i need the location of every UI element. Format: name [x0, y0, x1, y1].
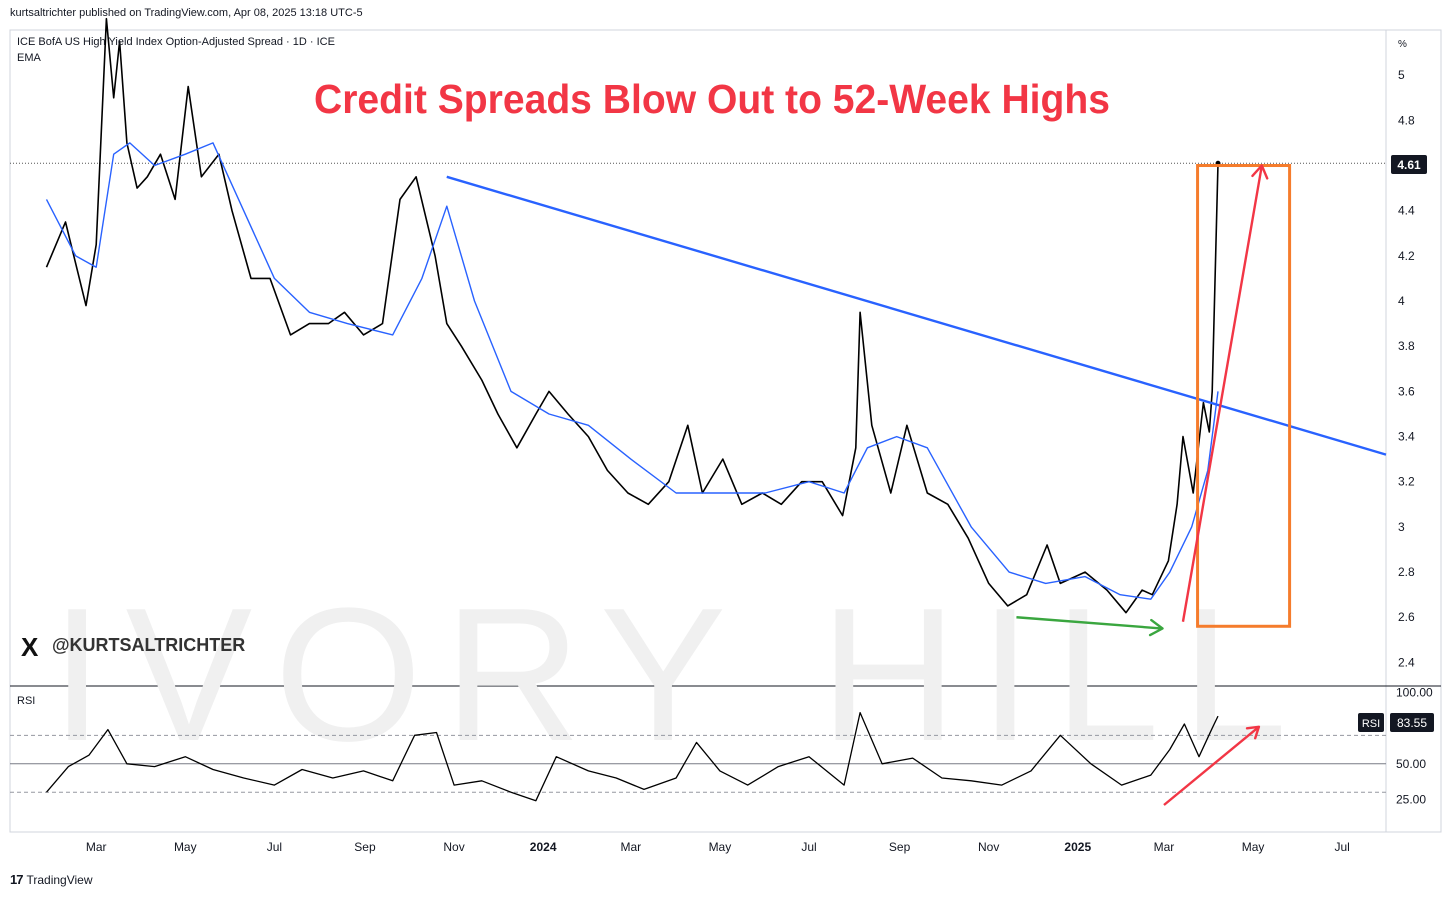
time-tick-label: Sep [889, 840, 911, 854]
resistance-trendline [446, 175, 1387, 456]
rsi-red-arrow-line [1163, 725, 1260, 806]
tradingview-footer[interactable]: 17 TradingView [10, 872, 93, 887]
symbol-legend[interactable]: ICE BofA US High Yield Index Option-Adju… [17, 36, 335, 48]
rsi-badge-label: RSI [1362, 718, 1380, 730]
rsi-pane-series [46, 711, 1219, 802]
price-tick-label: 4 [1398, 294, 1405, 308]
time-tick-label: Mar [620, 840, 641, 854]
time-tick-label: Sep [354, 840, 376, 854]
x-logo-icon: X [21, 632, 39, 662]
rsi-value-text: 83.55 [1397, 716, 1427, 730]
rsi-pane-grid [10, 734, 1386, 793]
rsi-series-line [46, 711, 1219, 802]
time-tick-label: May [174, 840, 197, 854]
price-tick-label: 3.2 [1398, 475, 1415, 489]
time-tick-label: Jul [1335, 840, 1350, 854]
price-unit-label: % [1398, 39, 1407, 50]
arrow-head [1245, 725, 1261, 740]
time-axis[interactable]: Mar May Jul Sep Nov 2024 Mar May Jul Sep Nov 2025 Ma… [86, 840, 1350, 854]
rsi-pane-annotations [1163, 725, 1261, 806]
last-value-badge: 4.61 [1391, 155, 1427, 174]
tradingview-logo-icon: 17 [10, 872, 24, 887]
price-tick-label: 3.4 [1398, 430, 1415, 444]
price-tick-label: 4.8 [1398, 113, 1415, 127]
chart-frame [9, 29, 1442, 833]
time-tick-label: 2024 [530, 840, 557, 854]
price-tick-label: 3.6 [1398, 384, 1415, 398]
ema-legend[interactable]: EMA [17, 52, 42, 64]
price-tick-label: 4.4 [1398, 204, 1415, 218]
rsi-tick-label: 50.00 [1396, 757, 1426, 771]
price-tick-label: 5 [1398, 68, 1405, 82]
rsi-pane-label: RSI [17, 695, 35, 707]
price-tick-label: 3.8 [1398, 339, 1415, 353]
price-tick-label: 2.8 [1398, 565, 1415, 579]
time-tick-label: Nov [978, 840, 999, 854]
main-pane-annotations [446, 164, 1387, 637]
rsi-tick-label: 100.00 [1396, 686, 1433, 700]
time-tick-label: Mar [1154, 840, 1175, 854]
highlight-box [1196, 164, 1292, 628]
time-tick-label: Jul [801, 840, 816, 854]
handle-badge: X @KURTSALTRICHTER [21, 632, 245, 662]
publish-info: kurtsaltrichter published on TradingView… [10, 7, 363, 19]
price-series-line [45, 17, 1219, 614]
time-tick-label: May [709, 840, 732, 854]
price-tick-label: 2.6 [1398, 610, 1415, 624]
time-tick-label: Nov [443, 840, 464, 854]
price-axis[interactable]: 2.42.62.833.23.43.63.844.24.44.64.85 [1398, 68, 1415, 669]
rsi-tick-label: 25.00 [1396, 792, 1426, 806]
time-tick-label: May [1242, 840, 1265, 854]
price-tick-label: 3 [1398, 520, 1405, 534]
time-tick-label: Jul [267, 840, 282, 854]
chart-border [9, 29, 1442, 833]
rsi-value-badge: RSI 83.55 [1358, 713, 1434, 732]
green-arrow-line [1016, 616, 1163, 630]
tradingview-brand: TradingView [26, 872, 93, 887]
price-tick-label: 4.2 [1398, 249, 1415, 263]
arrow-head [1251, 164, 1269, 180]
headline-title: Credit Spreads Blow Out to 52-Week Highs [314, 76, 1110, 122]
price-tick-label: 2.4 [1398, 655, 1415, 669]
time-tick-label: Mar [86, 840, 107, 854]
ema-series-line [45, 142, 1219, 600]
watermark-text: IVORY HILL [51, 569, 1310, 781]
arrow-head [1148, 618, 1164, 637]
time-tick-label: 2025 [1064, 840, 1091, 854]
handle-text: @KURTSALTRICHTER [52, 635, 245, 655]
red-arrow-line [1181, 165, 1264, 622]
last-value-text: 4.61 [1397, 158, 1421, 172]
